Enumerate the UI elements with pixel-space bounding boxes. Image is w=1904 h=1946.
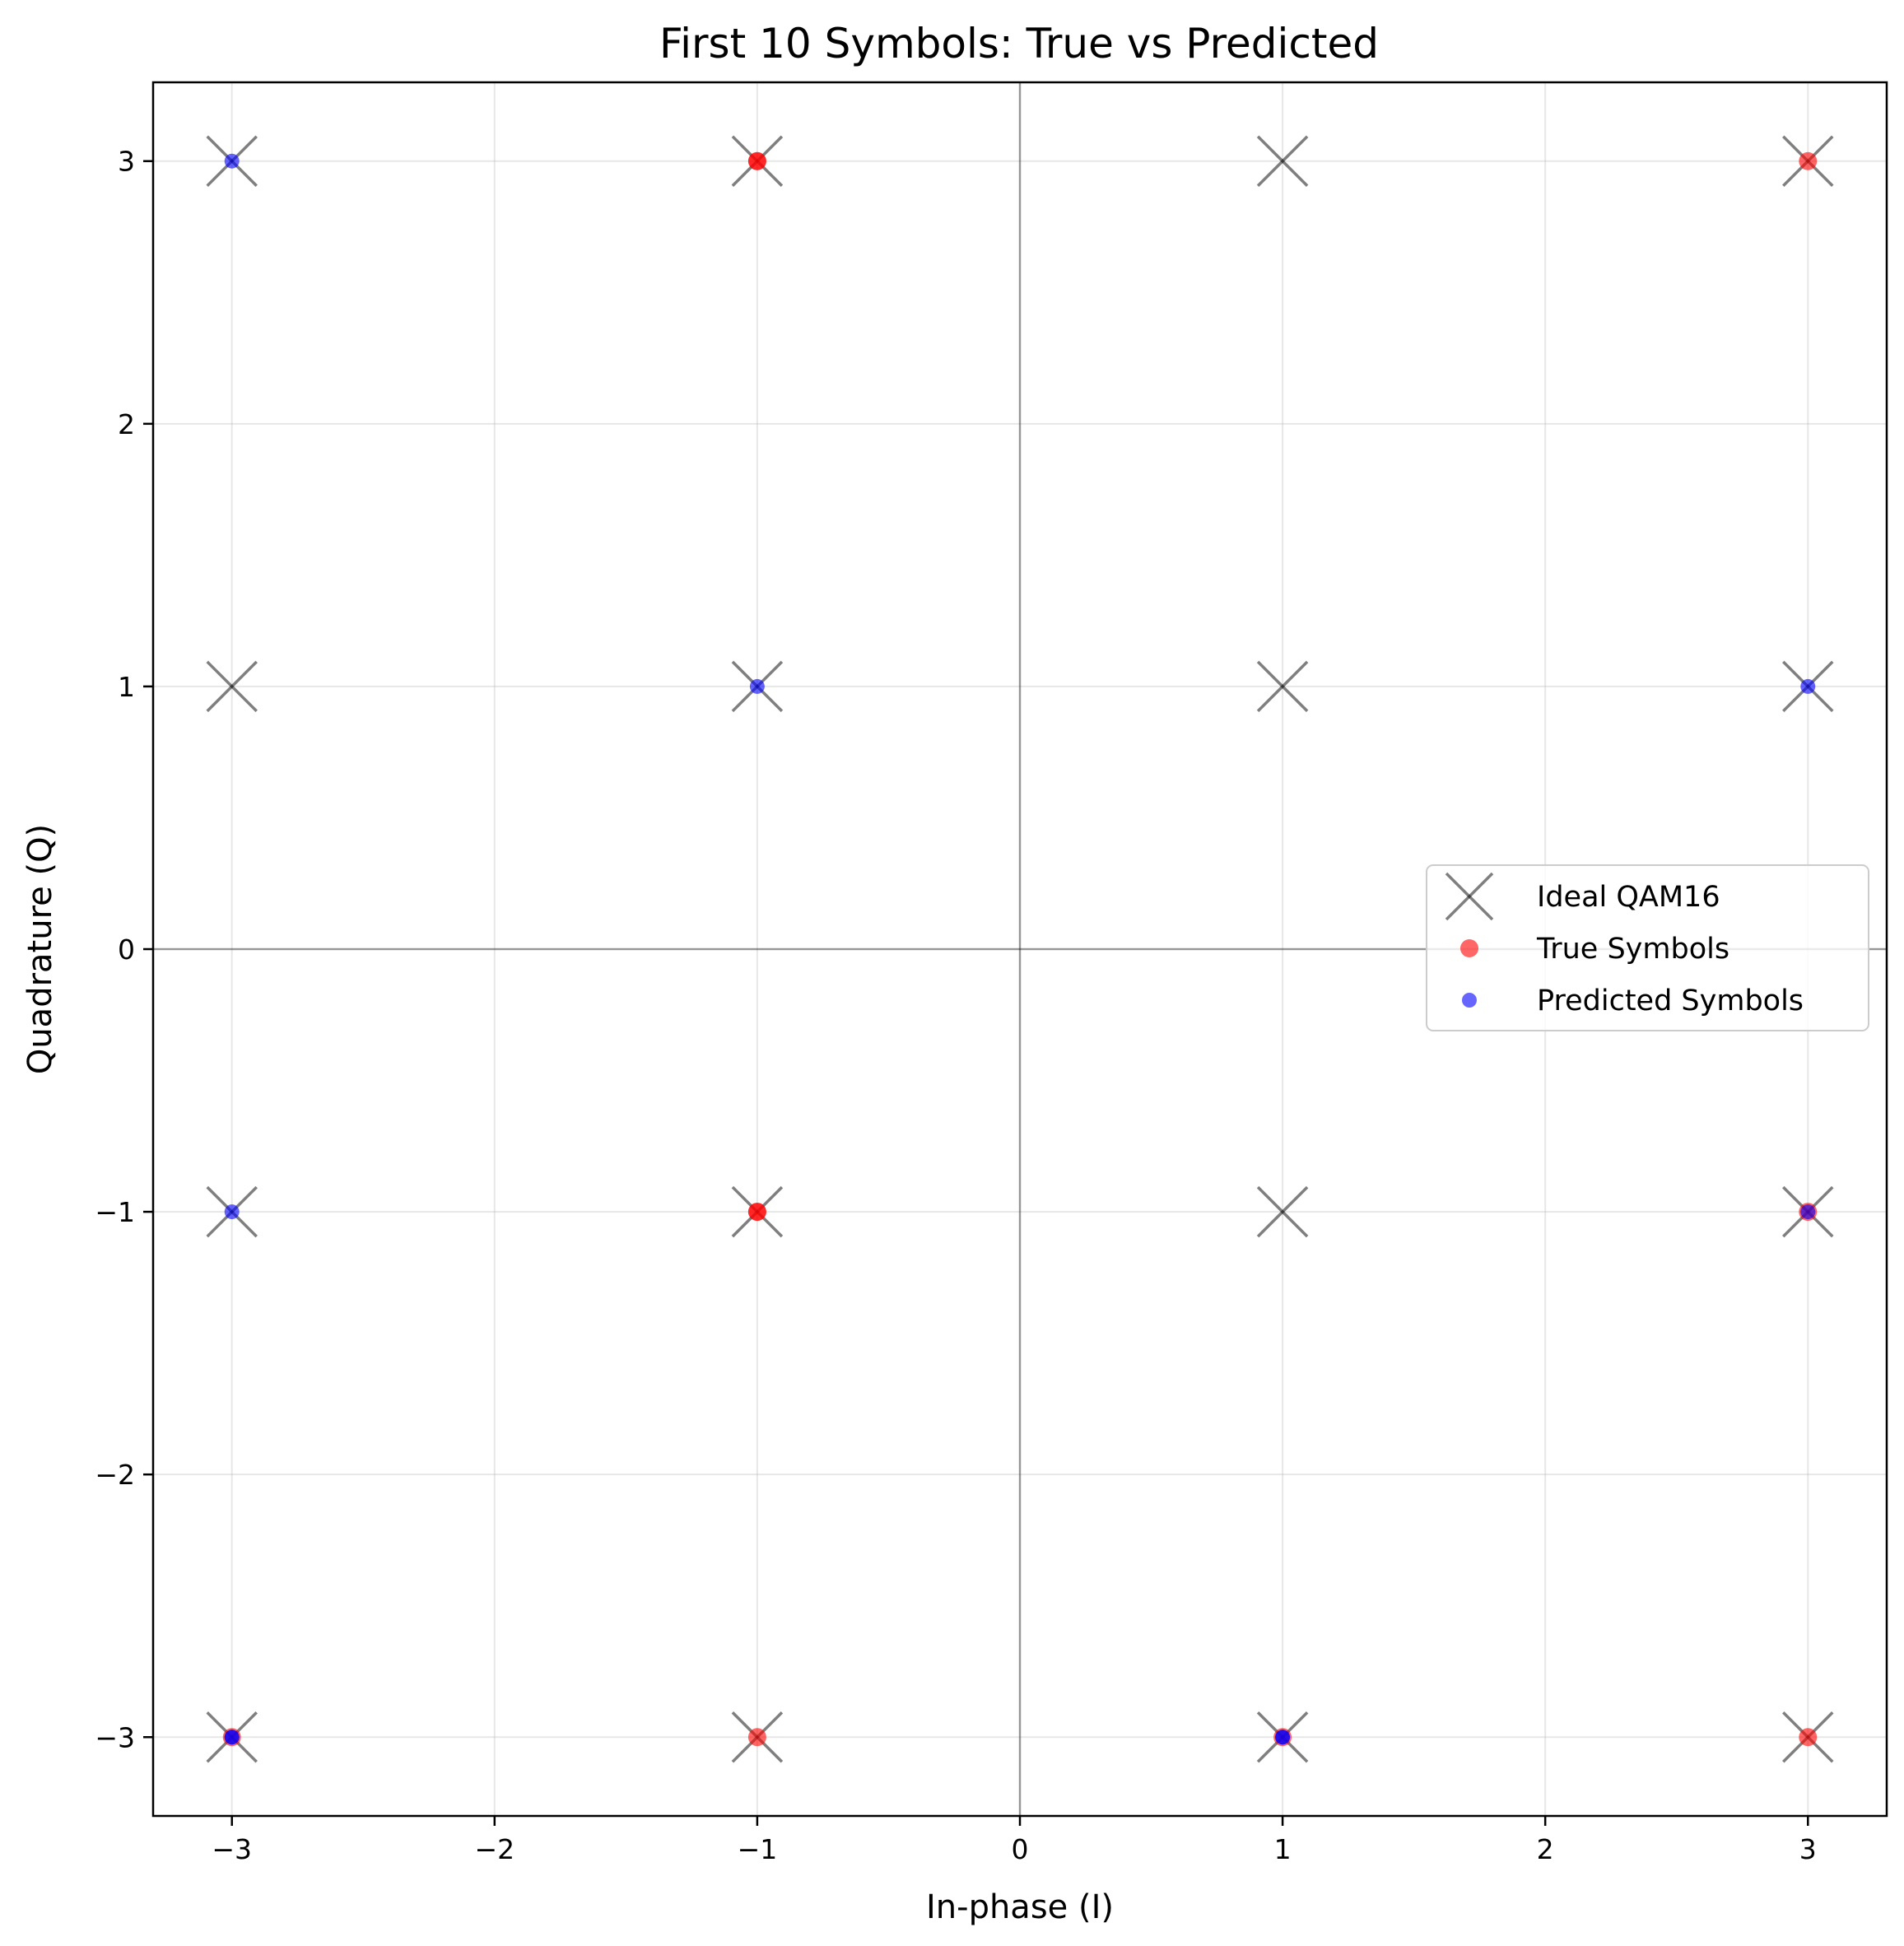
true-point: [747, 1728, 766, 1747]
predicted-point: [224, 1204, 240, 1220]
y-tick-label: 3: [118, 146, 135, 178]
y-tick-label: −3: [95, 1721, 135, 1753]
x-marker-stroke: [1256, 135, 1309, 187]
predicted-point: [224, 1730, 240, 1745]
predicted-point: [1800, 1204, 1816, 1220]
predicted-point: [1800, 678, 1816, 694]
x-tick-label: 0: [1012, 1833, 1029, 1865]
x-tick-label: −3: [212, 1833, 252, 1865]
true-point: [747, 1203, 766, 1222]
legend-label: Ideal QAM16: [1537, 881, 1720, 914]
y-tick-label: −1: [95, 1196, 135, 1228]
x-tick-label: −1: [738, 1833, 778, 1865]
x-tick-label: 3: [1799, 1833, 1817, 1865]
legend-ideal-marker: [1445, 872, 1494, 921]
ideal-point: [1256, 1185, 1309, 1238]
legend: Ideal QAM16 True Symbols Predicted Symbols: [1426, 864, 1869, 1031]
y-tick-label: −2: [95, 1459, 135, 1491]
legend-label: Predicted Symbols: [1537, 985, 1804, 1017]
ideal-point: [1256, 135, 1309, 187]
x-marker-stroke: [1256, 1185, 1309, 1238]
y-tick-label: 2: [118, 408, 135, 440]
y-tick-label: 0: [118, 933, 135, 966]
x-tick-label: 1: [1274, 1833, 1292, 1865]
x-marker-stroke: [206, 660, 258, 713]
predicted-point: [749, 678, 765, 694]
x-marker-stroke: [1445, 872, 1494, 921]
legend-box: [1426, 864, 1869, 1031]
ideal-point: [206, 660, 258, 713]
true-point: [1799, 1728, 1818, 1747]
y-axis-label: Quadrature (Q): [21, 824, 59, 1074]
x-axis-label: In-phase (I): [926, 1888, 1114, 1926]
ideal-point: [1256, 660, 1309, 713]
legend-true-marker: [1460, 939, 1478, 957]
true-point: [747, 151, 766, 170]
y-tick-label: 1: [118, 671, 135, 703]
x-tick-label: 2: [1537, 1833, 1554, 1865]
x-marker-stroke: [1256, 660, 1309, 713]
true-point: [1799, 151, 1818, 170]
predicted-point: [224, 153, 240, 169]
data-marks: [206, 135, 1834, 1763]
axis-ticks: −3 −2 −1 0 1 2 3 −3 −2 −1 0 1 2 3: [95, 146, 1816, 1865]
legend-predicted-marker: [1462, 993, 1477, 1008]
series-predicted-symbols: [224, 153, 1816, 1745]
predicted-point: [1275, 1730, 1291, 1745]
chart-title: First 10 Symbols: True vs Predicted: [659, 20, 1379, 68]
x-tick-label: −2: [474, 1833, 514, 1865]
legend-label: True Symbols: [1536, 933, 1729, 966]
